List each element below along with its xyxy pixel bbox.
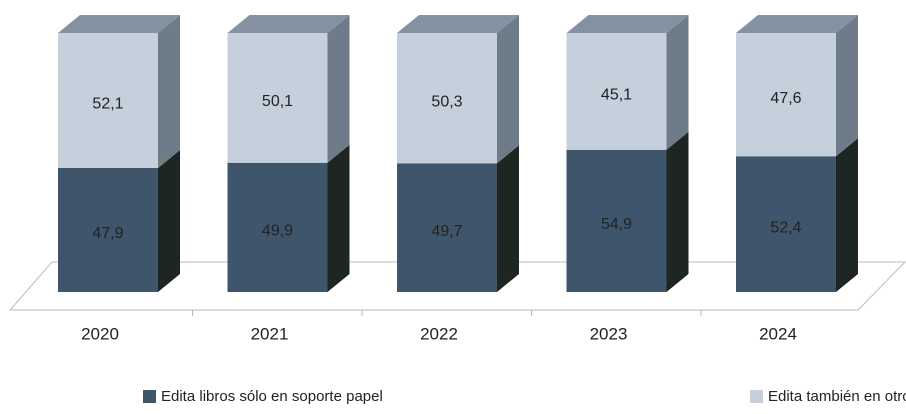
bar bbox=[397, 163, 497, 292]
value-label: 45,1 bbox=[601, 87, 632, 104]
bar bbox=[736, 33, 836, 157]
floor bbox=[8, 261, 906, 311]
value-label: 49,9 bbox=[262, 223, 293, 240]
bar bbox=[566, 149, 667, 292]
bar-side bbox=[497, 15, 519, 164]
bar-side bbox=[666, 15, 689, 150]
x-tick-label: 2024 bbox=[759, 324, 797, 343]
x-tick-label: 2023 bbox=[590, 324, 628, 343]
bar bbox=[566, 33, 667, 150]
bar bbox=[58, 33, 158, 168]
bar-top bbox=[566, 15, 689, 33]
bar-side bbox=[497, 145, 519, 292]
value-label: 54,9 bbox=[601, 216, 632, 233]
x-tick-label: 2022 bbox=[420, 324, 458, 343]
value-label: 47,6 bbox=[770, 90, 801, 107]
bar-top bbox=[58, 15, 180, 33]
bar-top bbox=[736, 15, 858, 33]
legend-swatch bbox=[143, 390, 156, 403]
bar-side bbox=[158, 149, 180, 292]
bar-side bbox=[836, 15, 858, 157]
x-tick-label: 2021 bbox=[251, 324, 289, 343]
bar-side bbox=[327, 144, 350, 292]
bar-side bbox=[158, 15, 180, 168]
x-tick-label: 2020 bbox=[81, 324, 119, 343]
value-label: 49,7 bbox=[431, 223, 462, 240]
bar-side bbox=[327, 15, 350, 163]
bar-top bbox=[227, 15, 350, 33]
legend-label: Edita libros sólo en soporte papel bbox=[161, 388, 383, 405]
bar bbox=[397, 33, 497, 164]
bar-side bbox=[666, 131, 689, 292]
bar-side bbox=[836, 138, 858, 292]
legend-label: Edita también en otros soportes bbox=[768, 388, 906, 405]
bar bbox=[736, 156, 836, 292]
value-label: 50,3 bbox=[431, 93, 462, 110]
value-label: 47,9 bbox=[92, 225, 123, 242]
value-label: 50,1 bbox=[262, 93, 293, 110]
value-label: 52,4 bbox=[770, 219, 801, 236]
bar-top bbox=[397, 15, 519, 33]
bar bbox=[58, 167, 158, 292]
value-label: 52,1 bbox=[92, 96, 123, 113]
bar bbox=[227, 33, 328, 163]
legend-swatch bbox=[750, 390, 763, 403]
bar bbox=[227, 162, 328, 292]
